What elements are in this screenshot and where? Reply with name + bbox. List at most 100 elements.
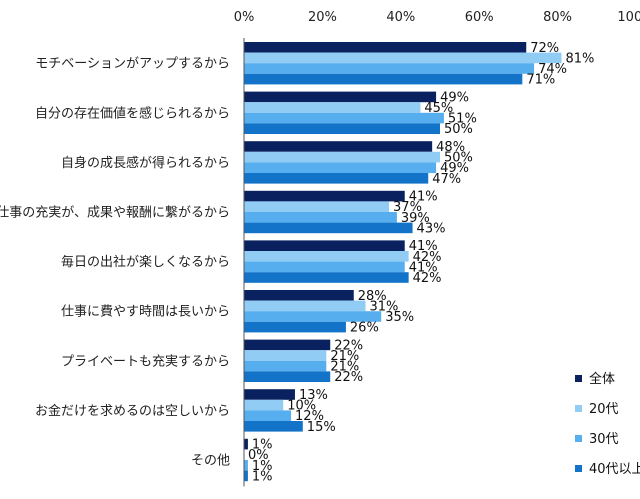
legend-label: 40代以上 (589, 462, 640, 477)
data-label: 42% (413, 271, 442, 286)
bar (244, 42, 527, 53)
legend-swatch (575, 375, 582, 382)
data-label: 28% (358, 289, 387, 304)
bar (244, 240, 405, 251)
category-label: お金だけを求めるのは空しいから (35, 403, 230, 419)
bar (244, 141, 433, 152)
data-label: 10% (287, 399, 316, 414)
data-label: 26% (350, 321, 379, 336)
bar (244, 112, 444, 124)
category-label: 仕事の充実が、成果や報酬に繋がるから (0, 205, 230, 221)
bar (244, 339, 331, 351)
data-label: 49% (440, 90, 469, 105)
data-label: 12% (295, 409, 324, 424)
data-label: 51% (448, 112, 477, 127)
data-label: 81% (566, 51, 595, 66)
bars (244, 42, 562, 482)
data-label: 31% (370, 299, 399, 314)
bar (244, 350, 327, 361)
legend-swatch (575, 405, 582, 412)
bar (244, 399, 284, 411)
bar (244, 52, 562, 64)
bar (244, 321, 346, 333)
legend-label: 30代 (589, 432, 619, 447)
data-label: 72% (530, 41, 559, 56)
bar (244, 410, 292, 421)
bar (244, 290, 354, 301)
bar (244, 63, 535, 74)
bar (244, 123, 440, 134)
bar (244, 222, 413, 234)
data-label: 41% (409, 260, 438, 275)
bar (244, 438, 248, 450)
bar (244, 212, 397, 223)
category-labels: モチベーションがアップするから自分の存在価値を感じられるから自身の成長感が得られ… (0, 57, 230, 469)
bar (244, 421, 303, 432)
legend-swatch (575, 465, 582, 472)
legend-label: 20代 (589, 402, 619, 417)
bar (244, 371, 331, 382)
data-label: 15% (307, 420, 336, 435)
data-label: 50% (444, 122, 473, 137)
data-label: 37% (393, 200, 422, 215)
data-label: 45% (424, 101, 453, 116)
data-label: 1% (252, 459, 273, 474)
data-label: 0% (248, 448, 269, 463)
data-label: 48% (436, 140, 465, 155)
data-label: 50% (444, 151, 473, 166)
data-label: 71% (526, 73, 555, 88)
legend-label: 全体 (589, 371, 615, 387)
bar (244, 272, 409, 283)
data-label: 74% (538, 62, 567, 77)
bar (244, 360, 327, 372)
category-label: 毎日の出社が楽しくなるから (61, 254, 230, 270)
x-tick-label: 100% (617, 10, 640, 25)
data-label: 13% (299, 388, 328, 403)
legend: 全体 20代 30代 40代以上 (575, 371, 640, 477)
bar (244, 311, 382, 322)
category-label: その他 (191, 454, 230, 469)
data-label: 22% (334, 338, 363, 353)
data-label: 35% (385, 310, 414, 325)
bar (244, 91, 437, 103)
data-label: 42% (413, 250, 442, 265)
data-label: 21% (330, 360, 359, 375)
legend-swatch (575, 435, 582, 442)
data-label: 1% (252, 469, 273, 484)
x-axis-ticks: 0% 20% 40% 60% 80% 100% (234, 10, 640, 25)
bar (244, 102, 421, 113)
data-label: 22% (334, 370, 363, 385)
bar (244, 389, 295, 400)
data-label: 39% (401, 211, 430, 226)
bar (244, 151, 440, 163)
category-label: プライベートも充実するから (61, 353, 230, 369)
bar (244, 460, 248, 471)
category-label: 自分の存在価値を感じられるから (35, 105, 230, 121)
data-label: 41% (409, 239, 438, 254)
bar (244, 73, 523, 85)
data-label: 41% (409, 190, 438, 205)
data-label: 43% (417, 221, 446, 236)
bar (244, 173, 429, 184)
bar (244, 162, 437, 173)
data-labels: 72%81%74%71%49%45%51%50%48%50%49%47%41%3… (248, 41, 594, 485)
bar (244, 201, 390, 212)
data-label: 1% (252, 438, 273, 453)
category-label: モチベーションがアップするから (35, 57, 230, 72)
bar (244, 261, 405, 273)
x-tick-label: 80% (543, 10, 572, 25)
x-tick-label: 0% (234, 10, 255, 25)
category-label: 仕事に費やす時間は長いから (61, 305, 230, 320)
x-tick-label: 40% (386, 10, 415, 25)
bar (244, 470, 248, 482)
bar (244, 300, 366, 312)
category-label: 自身の成長感が得られるから (61, 155, 230, 171)
data-label: 47% (432, 172, 461, 187)
bar (244, 190, 405, 202)
data-label: 21% (330, 349, 359, 364)
x-tick-label: 60% (465, 10, 494, 25)
x-tick-label: 20% (308, 10, 337, 25)
data-label: 49% (440, 161, 469, 176)
bar (244, 251, 409, 262)
